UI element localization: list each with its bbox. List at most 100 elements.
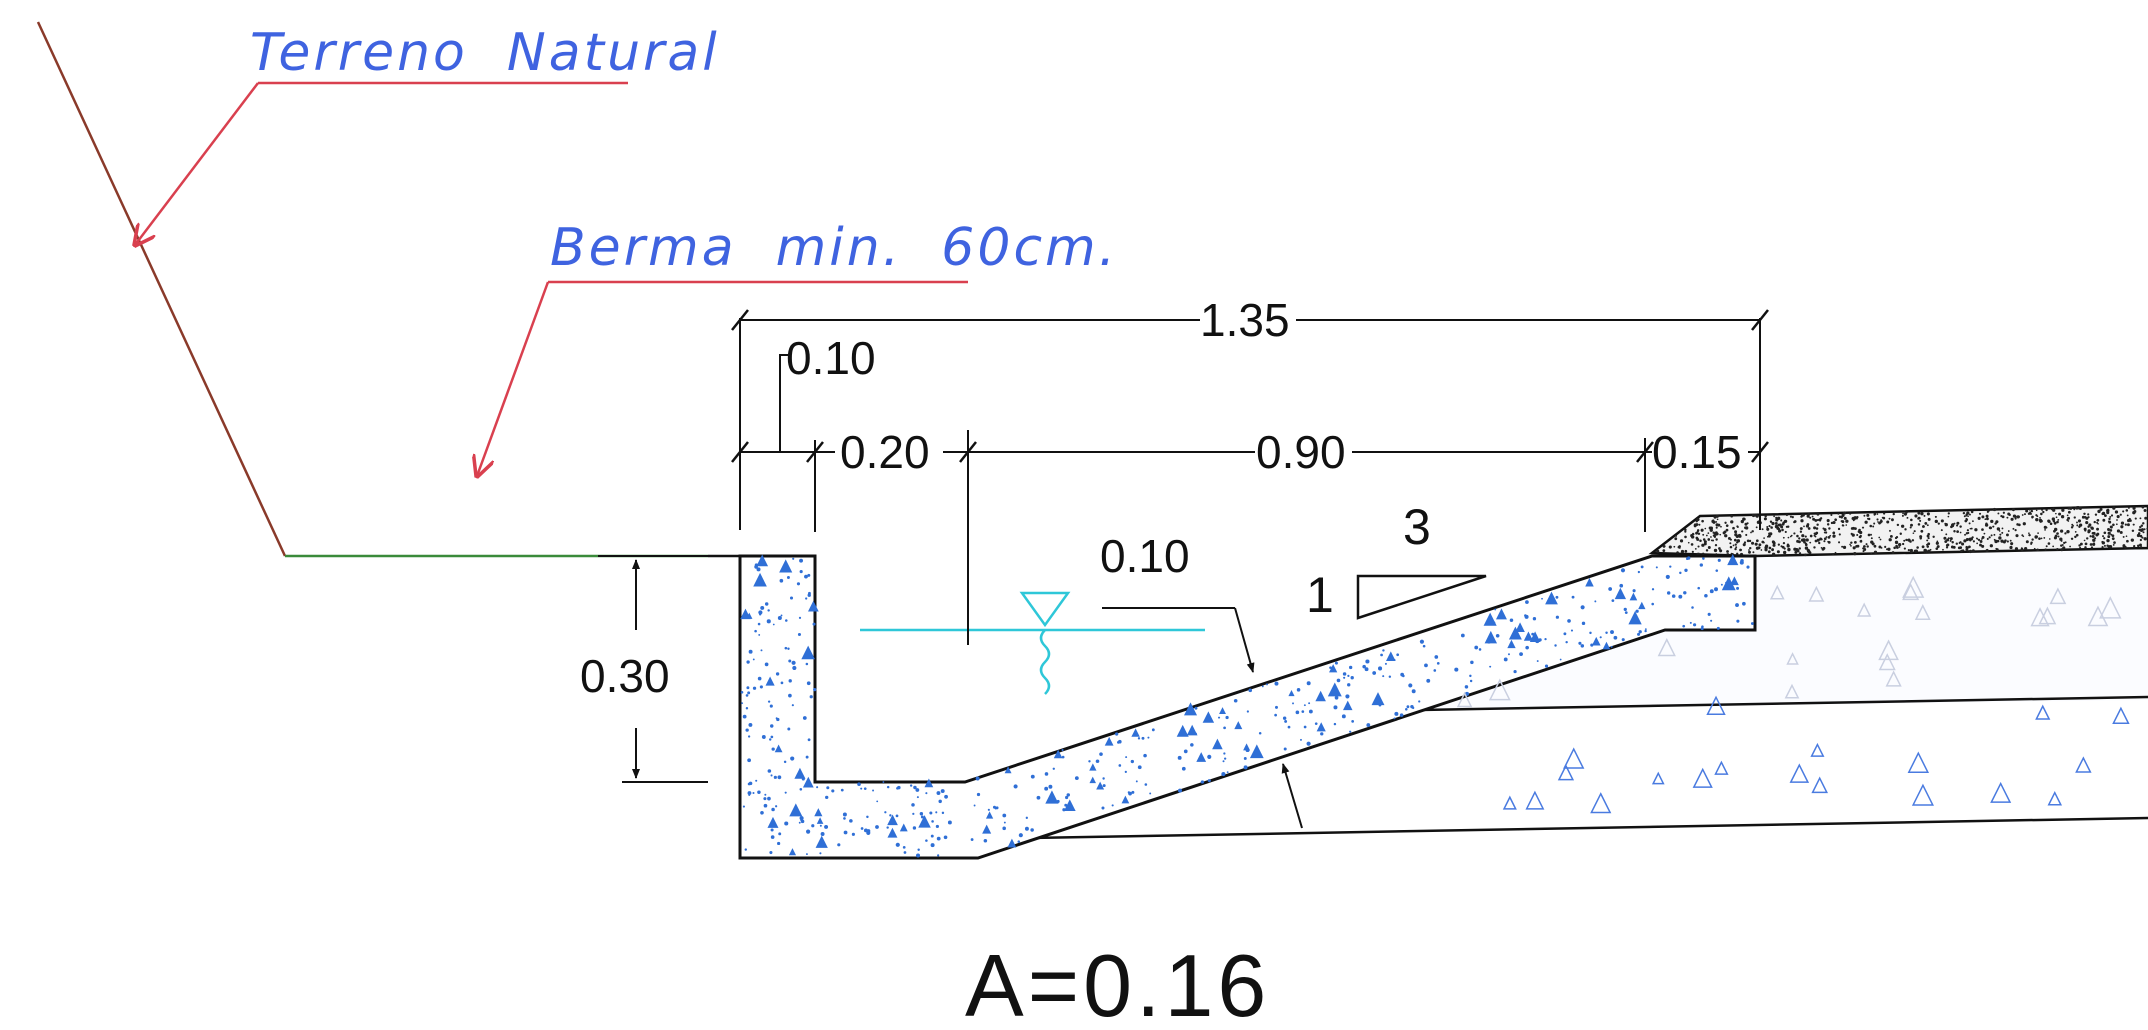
aggregate-dot	[936, 791, 941, 795]
asphalt-grain	[1719, 533, 1722, 536]
asphalt-grain	[1737, 533, 1742, 538]
aggregate-dot	[1536, 660, 1539, 663]
asphalt-grain	[1923, 514, 1926, 517]
aggregate-dot	[777, 616, 782, 621]
asphalt-grain	[1921, 545, 1925, 549]
aggregate-dot	[919, 812, 924, 816]
asphalt-grain	[2132, 523, 2135, 526]
aggregate-dot	[1608, 587, 1613, 591]
asphalt-grain	[1898, 546, 1901, 548]
asphalt-grain	[2006, 540, 2009, 543]
aggregate-dot	[786, 575, 790, 579]
aggregate-dot	[1177, 755, 1182, 760]
asphalt-grain	[1724, 521, 1727, 524]
aggregate-dot	[1474, 645, 1479, 650]
asphalt-grain	[1798, 552, 1802, 555]
asphalt-grain	[2021, 547, 2024, 550]
asphalt-grain	[1972, 520, 1974, 523]
asphalt-grain	[2033, 547, 2036, 550]
asphalt-grain	[1793, 547, 1797, 551]
aggregate-stone	[740, 608, 751, 620]
asphalt-grain	[2130, 538, 2134, 542]
dimension-slab-label: 0.10	[1100, 530, 1190, 582]
dimension-wall-label: 0.20	[840, 426, 930, 478]
asphalt-grain	[1905, 538, 1908, 542]
asphalt-grain	[2040, 519, 2043, 523]
asphalt-grain	[2028, 508, 2031, 511]
aggregate-stone	[1196, 752, 1207, 762]
asphalt-grain	[1799, 527, 1803, 531]
aggregate-dot	[1532, 617, 1537, 621]
asphalt-grain	[2093, 520, 2096, 524]
asphalt-grain	[1823, 528, 1827, 532]
aggregate-dot	[820, 832, 825, 836]
asphalt-grain	[2129, 519, 2132, 522]
aggregate-dot	[1679, 571, 1682, 575]
asphalt-grain	[2012, 527, 2015, 530]
asphalt-grain	[1793, 532, 1796, 535]
asphalt-grain	[1804, 553, 1807, 557]
base-stone	[1911, 783, 1934, 806]
asphalt-grain	[1802, 514, 1805, 517]
aggregate-dot	[1243, 765, 1248, 770]
asphalt-grain	[1878, 536, 1881, 539]
asphalt-grain	[1823, 540, 1826, 543]
asphalt-grain	[1789, 515, 1793, 518]
asphalt-grain	[1962, 549, 1965, 552]
aggregate-dot	[913, 785, 917, 790]
asphalt-grain	[1742, 543, 1746, 547]
base-stone	[1810, 742, 1825, 757]
asphalt-grain	[2101, 511, 2106, 515]
asphalt-grain	[1729, 538, 1732, 541]
asphalt-grain	[2108, 544, 2113, 549]
asphalt-grain	[2010, 542, 2014, 546]
asphalt-grain	[2120, 521, 2125, 525]
asphalt-grain	[2109, 529, 2113, 532]
aggregate-dot	[1623, 607, 1627, 612]
asphalt-grain	[1783, 519, 1788, 524]
subbase-interface-line	[1419, 695, 2148, 712]
aggregate-dot	[1030, 828, 1034, 832]
asphalt-grain	[1715, 514, 1719, 518]
asphalt-grain	[1994, 522, 1997, 525]
aggregate-dot	[744, 848, 747, 851]
aggregate-stone	[1288, 690, 1295, 697]
asphalt-grain	[1809, 541, 1812, 544]
aggregate-dot	[1308, 709, 1313, 714]
aggregate-dot	[1372, 671, 1377, 675]
aggregate-dot	[799, 558, 804, 563]
asphalt-grain	[2055, 516, 2058, 519]
asphalt-grain	[1966, 547, 1969, 550]
aggregate-dot	[1717, 558, 1721, 562]
asphalt-grain	[2070, 526, 2074, 529]
aggregate-dot	[1303, 725, 1307, 729]
asphalt-grain	[1876, 518, 1879, 521]
asphalt-grain	[1983, 532, 1986, 535]
aggregate-dot	[987, 808, 990, 811]
asphalt-grain	[1701, 543, 1705, 547]
asphalt-grain	[1873, 522, 1876, 525]
base-stone	[1811, 776, 1829, 794]
asphalt-grain	[1787, 547, 1791, 552]
aggregate-dot	[756, 567, 761, 572]
asphalt-grain	[2052, 508, 2056, 512]
base-stone	[1502, 795, 1517, 810]
asphalt-grain	[1984, 518, 1987, 521]
asphalt-grain	[2030, 509, 2034, 513]
asphalt-grain	[1739, 548, 1742, 552]
aggregate-stone	[899, 823, 908, 832]
aggregate-dot	[788, 659, 792, 663]
aggregate-dot	[970, 838, 974, 841]
asphalt-grain	[1959, 541, 1962, 544]
asphalt-grain	[1823, 531, 1826, 534]
aggregate-dot	[1555, 595, 1559, 599]
asphalt-grain	[1981, 538, 1983, 540]
asphalt-grain	[1771, 548, 1774, 551]
aggregate-dot	[771, 807, 775, 812]
aggregate-dot	[895, 814, 899, 818]
asphalt-grain	[2128, 507, 2130, 509]
asphalt-grain	[1968, 522, 1971, 525]
asphalt-grain	[1768, 525, 1771, 528]
asphalt-grain	[2086, 537, 2089, 540]
asphalt-grain	[2133, 510, 2137, 513]
